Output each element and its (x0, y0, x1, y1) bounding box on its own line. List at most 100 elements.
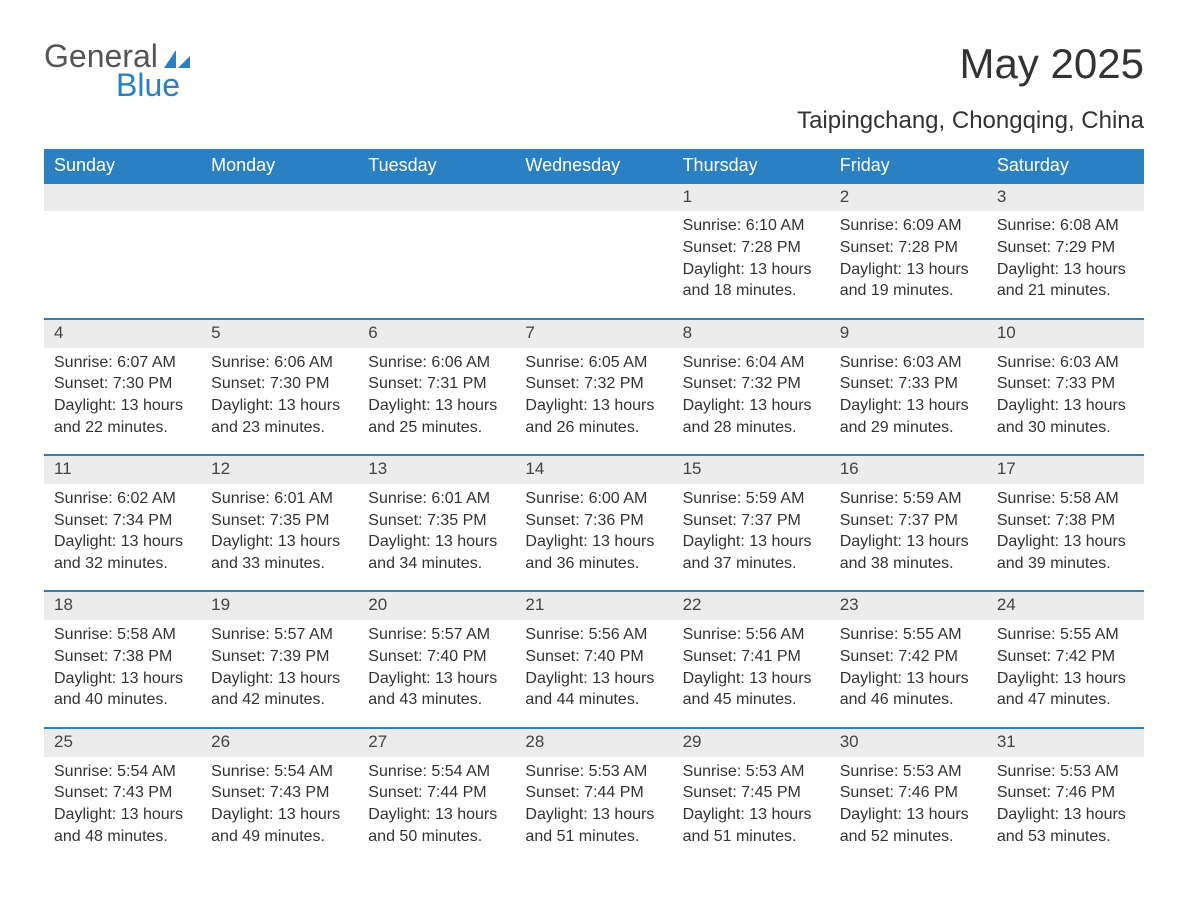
day-info: Sunrise: 6:03 AMSunset: 7:33 PMDaylight:… (997, 352, 1134, 438)
day-info: Sunrise: 5:57 AMSunset: 7:40 PMDaylight:… (368, 624, 505, 710)
sunset-line: Sunset: 7:42 PM (840, 646, 977, 668)
day-number: 27 (358, 727, 515, 757)
day-number (358, 184, 515, 212)
daylight-line-1: Daylight: 13 hours (54, 668, 191, 690)
daylight-line-2: and 30 minutes. (997, 417, 1134, 439)
calendar-day: 2Sunrise: 6:09 AMSunset: 7:28 PMDaylight… (830, 184, 987, 314)
sunset-line: Sunset: 7:41 PM (683, 646, 820, 668)
day-number: 9 (830, 318, 987, 348)
sunrise-line: Sunrise: 6:06 AM (211, 352, 348, 374)
logo: General Blue (44, 40, 192, 101)
calendar-week: 11Sunrise: 6:02 AMSunset: 7:34 PMDayligh… (44, 454, 1144, 586)
day-number: 23 (830, 590, 987, 620)
daylight-line-2: and 51 minutes. (683, 826, 820, 848)
sunset-line: Sunset: 7:46 PM (997, 782, 1134, 804)
daylight-line-2: and 37 minutes. (683, 553, 820, 575)
calendar-week: 18Sunrise: 5:58 AMSunset: 7:38 PMDayligh… (44, 590, 1144, 722)
calendar-week: 4Sunrise: 6:07 AMSunset: 7:30 PMDaylight… (44, 318, 1144, 450)
daylight-line-2: and 38 minutes. (840, 553, 977, 575)
day-number (44, 184, 201, 212)
daylight-line-2: and 34 minutes. (368, 553, 505, 575)
calendar-day: 25Sunrise: 5:54 AMSunset: 7:43 PMDayligh… (44, 727, 201, 859)
day-info: Sunrise: 6:09 AMSunset: 7:28 PMDaylight:… (840, 215, 977, 301)
daylight-line-1: Daylight: 13 hours (997, 668, 1134, 690)
calendar-day: 29Sunrise: 5:53 AMSunset: 7:45 PMDayligh… (673, 727, 830, 859)
daylight-line-1: Daylight: 13 hours (840, 668, 977, 690)
weekday-tuesday: Tuesday (358, 149, 515, 184)
sunrise-line: Sunrise: 6:09 AM (840, 215, 977, 237)
sunset-line: Sunset: 7:44 PM (368, 782, 505, 804)
day-number: 26 (201, 727, 358, 757)
calendar-day: 5 Sunrise: 6:06 AMSunset: 7:30 PMDaylight… (201, 318, 358, 450)
daylight-line-2: and 29 minutes. (840, 417, 977, 439)
daylight-line-1: Daylight: 13 hours (368, 804, 505, 826)
sunrise-line: Sunrise: 6:08 AM (997, 215, 1134, 237)
day-info: Sunrise: 6:06 AMSunset: 7:30 PMDaylight:… (211, 352, 348, 438)
calendar-day: 11Sunrise: 6:02 AMSunset: 7:34 PMDayligh… (44, 454, 201, 586)
calendar-day: 24Sunrise: 5:55 AMSunset: 7:42 PMDayligh… (987, 590, 1144, 722)
day-number: 5 (201, 318, 358, 348)
daylight-line-1: Daylight: 13 hours (840, 395, 977, 417)
daylight-line-2: and 43 minutes. (368, 689, 505, 711)
sunset-line: Sunset: 7:28 PM (840, 237, 977, 259)
weekday-wednesday: Wednesday (515, 149, 672, 184)
day-info: Sunrise: 5:53 AMSunset: 7:46 PMDaylight:… (840, 761, 977, 847)
day-number: 8 (673, 318, 830, 348)
day-info: Sunrise: 5:54 AMSunset: 7:43 PMDaylight:… (54, 761, 191, 847)
day-info: Sunrise: 6:06 AMSunset: 7:31 PMDaylight:… (368, 352, 505, 438)
weekday-friday: Friday (830, 149, 987, 184)
day-info: Sunrise: 6:07 AMSunset: 7:30 PMDaylight:… (54, 352, 191, 438)
daylight-line-2: and 42 minutes. (211, 689, 348, 711)
calendar-day: 12Sunrise: 6:01 AMSunset: 7:35 PMDayligh… (201, 454, 358, 586)
sunset-line: Sunset: 7:43 PM (211, 782, 348, 804)
day-number (201, 184, 358, 212)
sunrise-line: Sunrise: 5:55 AM (840, 624, 977, 646)
calendar-day: 6Sunrise: 6:06 AMSunset: 7:31 PMDaylight… (358, 318, 515, 450)
daylight-line-1: Daylight: 13 hours (683, 668, 820, 690)
daylight-line-2: and 22 minutes. (54, 417, 191, 439)
calendar-day: 27 Sunrise: 5:54 AMSunset: 7:44 PMDayligh… (358, 727, 515, 859)
daylight-line-1: Daylight: 13 hours (211, 804, 348, 826)
sunset-line: Sunset: 7:37 PM (840, 510, 977, 532)
calendar-day: 23 Sunrise: 5:55 AMSunset: 7:42 PMDayligh… (830, 590, 987, 722)
daylight-line-1: Daylight: 13 hours (211, 395, 348, 417)
calendar-day: 4Sunrise: 6:07 AMSunset: 7:30 PMDaylight… (44, 318, 201, 450)
daylight-line-2: and 19 minutes. (840, 280, 977, 302)
sunrise-line: Sunrise: 5:54 AM (368, 761, 505, 783)
calendar-day: 31Sunrise: 5:53 AMSunset: 7:46 PMDayligh… (987, 727, 1144, 859)
sunrise-line: Sunrise: 5:53 AM (525, 761, 662, 783)
daylight-line-2: and 18 minutes. (683, 280, 820, 302)
day-number: 22 (673, 590, 830, 620)
daylight-line-1: Daylight: 13 hours (211, 668, 348, 690)
day-info: Sunrise: 6:05 AMSunset: 7:32 PMDaylight:… (525, 352, 662, 438)
sunset-line: Sunset: 7:42 PM (997, 646, 1134, 668)
day-number: 10 (987, 318, 1144, 348)
day-info: Sunrise: 5:56 AMSunset: 7:41 PMDaylight:… (683, 624, 820, 710)
day-info: Sunrise: 6:10 AMSunset: 7:28 PMDaylight:… (683, 215, 820, 301)
day-info: Sunrise: 6:01 AMSunset: 7:35 PMDaylight:… (368, 488, 505, 574)
sunrise-line: Sunrise: 5:56 AM (525, 624, 662, 646)
daylight-line-2: and 52 minutes. (840, 826, 977, 848)
sunrise-line: Sunrise: 5:57 AM (211, 624, 348, 646)
sunset-line: Sunset: 7:32 PM (683, 373, 820, 395)
day-number: 7 (515, 318, 672, 348)
calendar-day: 21Sunrise: 5:56 AMSunset: 7:40 PMDayligh… (515, 590, 672, 722)
sunrise-line: Sunrise: 5:59 AM (683, 488, 820, 510)
sunrise-line: Sunrise: 6:03 AM (997, 352, 1134, 374)
sunrise-line: Sunrise: 6:10 AM (683, 215, 820, 237)
daylight-line-1: Daylight: 13 hours (54, 531, 191, 553)
calendar-day: 14Sunrise: 6:00 AMSunset: 7:36 PMDayligh… (515, 454, 672, 586)
calendar-day: 19Sunrise: 5:57 AMSunset: 7:39 PMDayligh… (201, 590, 358, 722)
daylight-line-1: Daylight: 13 hours (997, 804, 1134, 826)
day-info: Sunrise: 5:57 AMSunset: 7:39 PMDaylight:… (211, 624, 348, 710)
day-info: Sunrise: 5:55 AMSunset: 7:42 PMDaylight:… (840, 624, 977, 710)
day-number: 31 (987, 727, 1144, 757)
weekday-monday: Monday (201, 149, 358, 184)
daylight-line-2: and 28 minutes. (683, 417, 820, 439)
sunset-line: Sunset: 7:35 PM (368, 510, 505, 532)
sunset-line: Sunset: 7:45 PM (683, 782, 820, 804)
day-number: 3 (987, 184, 1144, 212)
calendar: Sunday Monday Tuesday Wednesday Thursday… (44, 149, 1144, 860)
daylight-line-1: Daylight: 13 hours (840, 531, 977, 553)
sunset-line: Sunset: 7:32 PM (525, 373, 662, 395)
